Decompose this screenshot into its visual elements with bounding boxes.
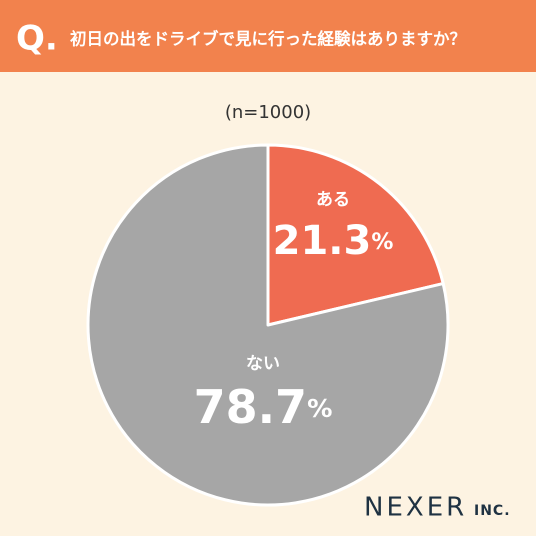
pie-labels: ある 21.3% ない 78.7%: [194, 190, 394, 434]
category-label: ある: [316, 190, 350, 210]
value-label: 21.3%: [273, 218, 394, 264]
brand-suffix: INC.: [474, 503, 511, 519]
value-label: 78.7%: [194, 380, 333, 434]
category-label: ない: [246, 354, 280, 374]
chart-subtitle: (n=1000): [225, 102, 311, 123]
brand-name: NEXER: [364, 493, 467, 523]
pie-slice: [266, 143, 445, 327]
pie-slice: [86, 143, 450, 507]
header-band: [0, 0, 536, 72]
pie: [86, 143, 450, 507]
question-marker: Q.: [16, 19, 58, 59]
chart-title: 初日の出をドライブで見に行った経験はありますか？: [70, 29, 466, 49]
